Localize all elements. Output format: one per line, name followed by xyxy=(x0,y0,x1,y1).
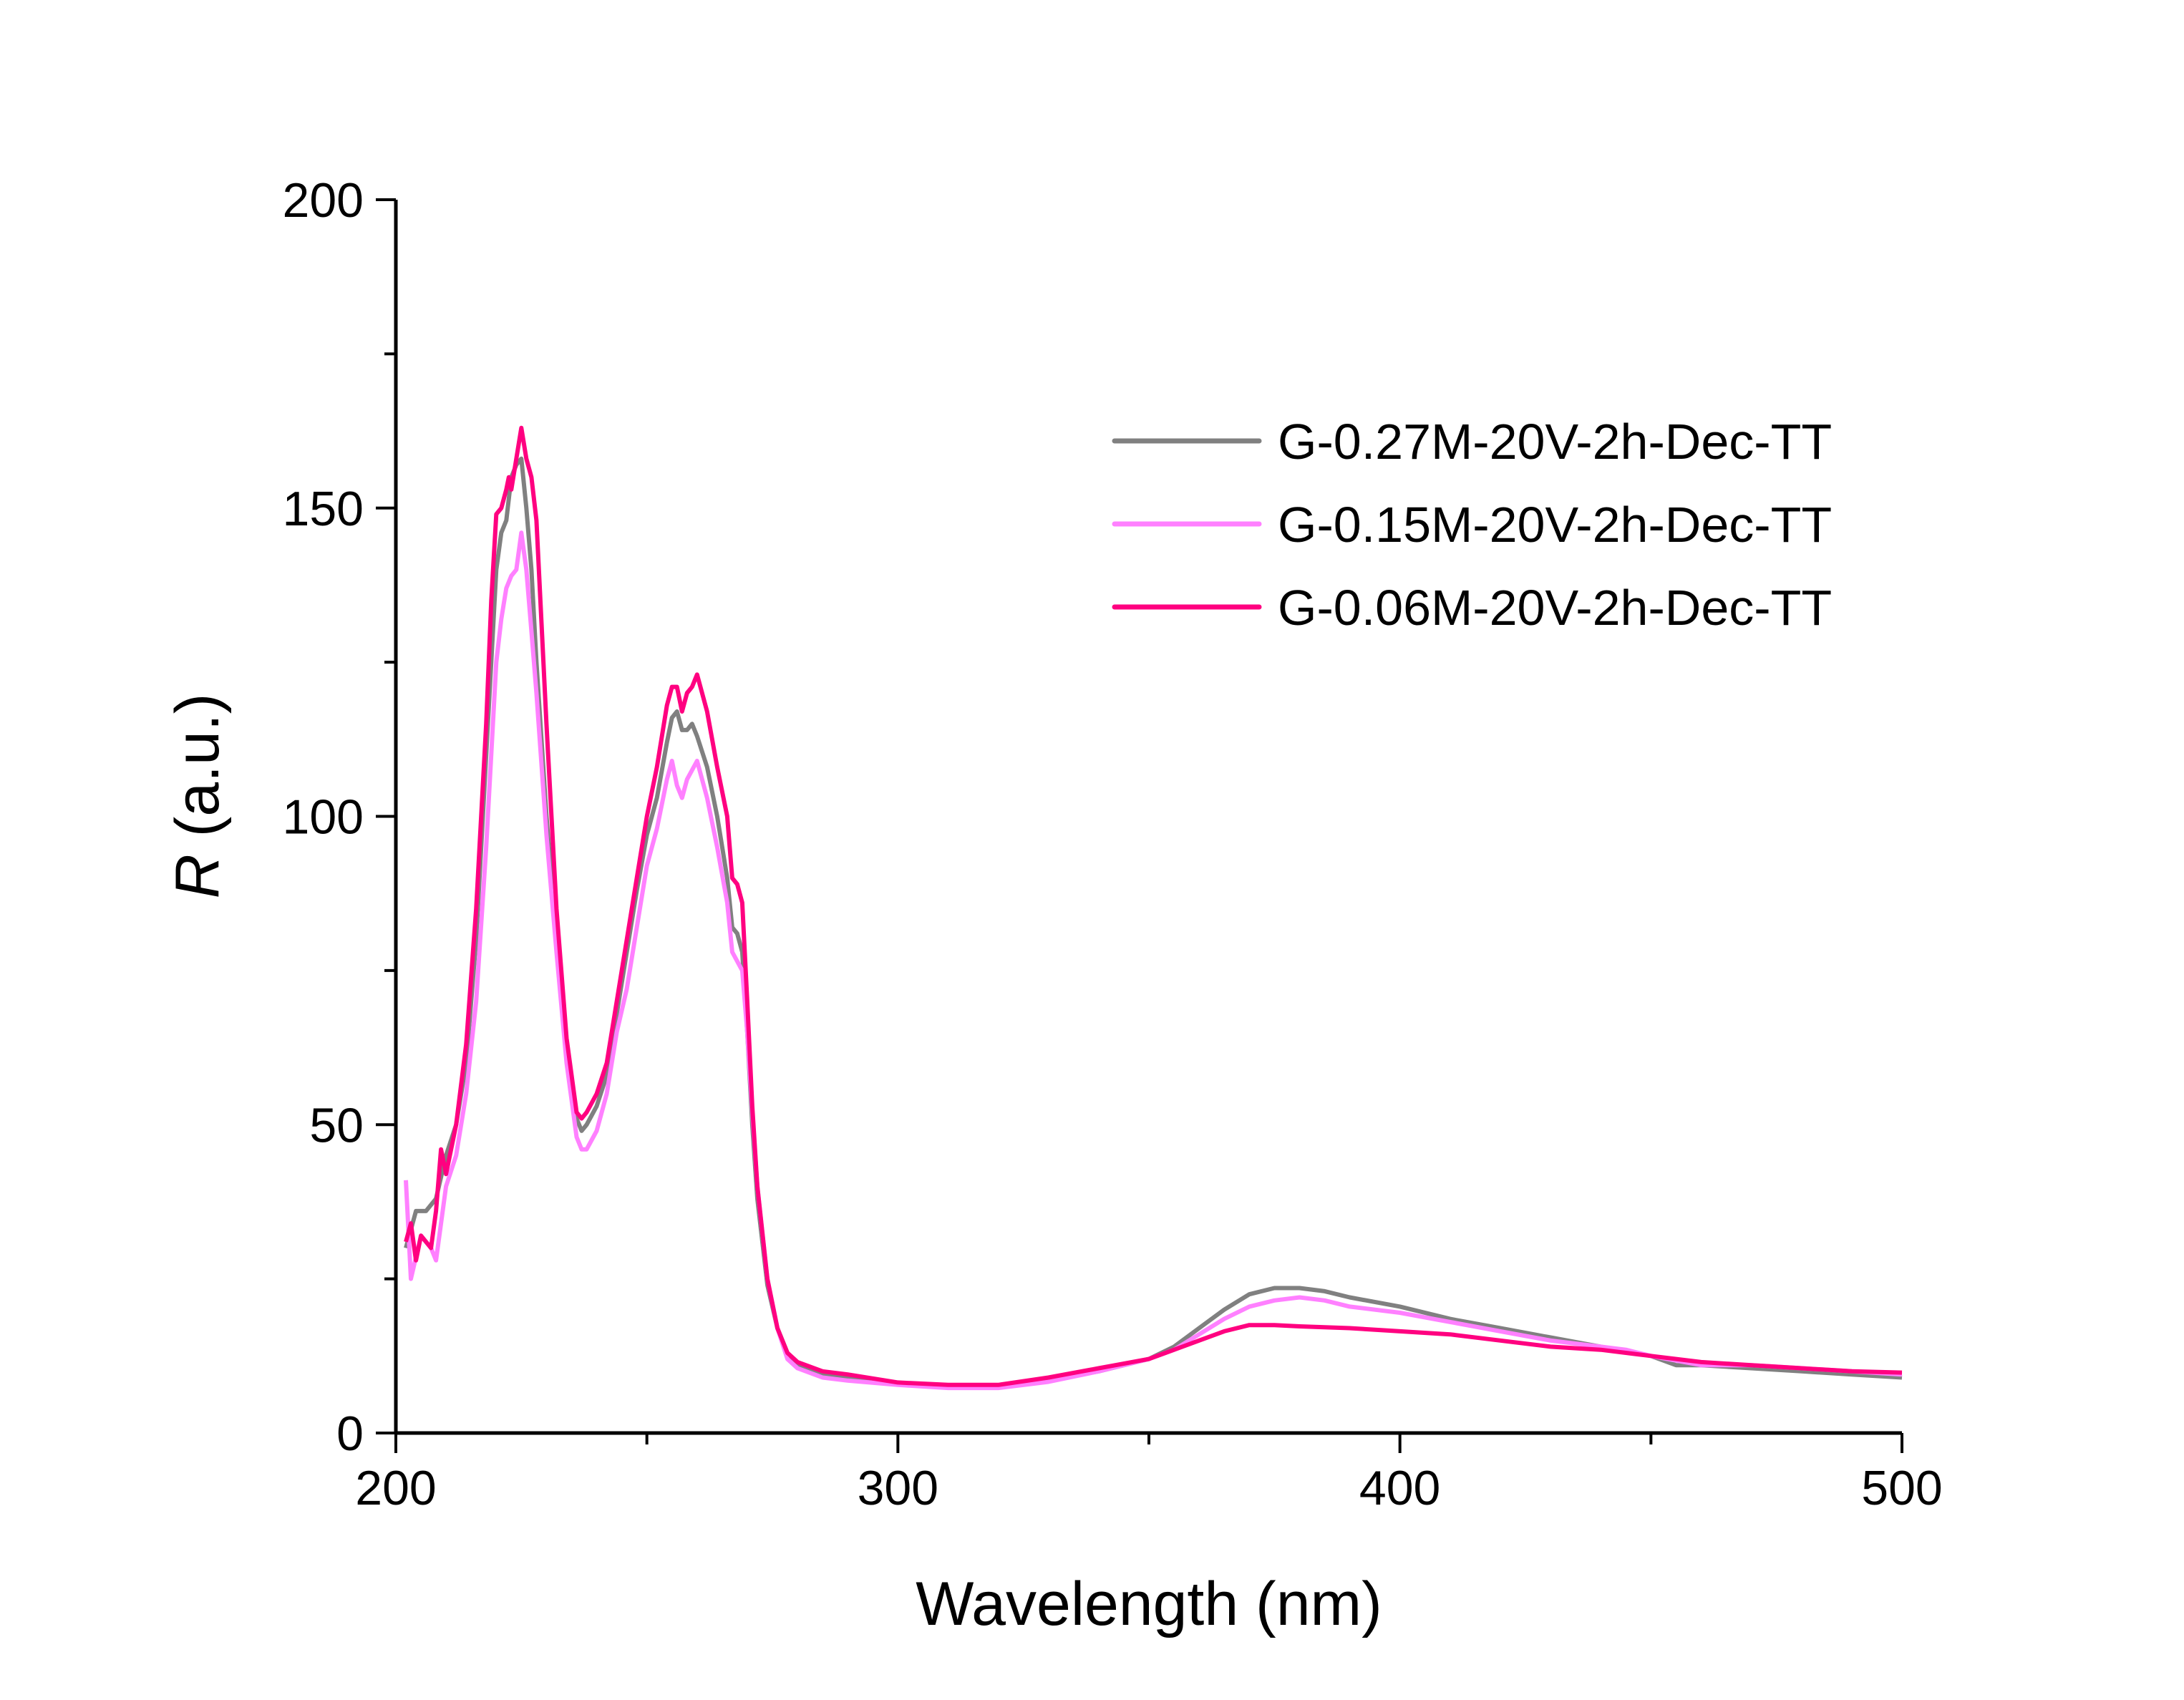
y-axis-unit: (a.u.) xyxy=(163,694,232,855)
y-tick-label: 150 xyxy=(283,482,364,536)
x-tick-label: 200 xyxy=(355,1461,436,1515)
tick-layer: 200 300 400 500 0 50 100 150 200 xyxy=(283,173,1943,1515)
y-axis-symbol: R xyxy=(163,854,232,898)
series-layer xyxy=(404,425,1903,1391)
series-line-1 xyxy=(404,530,1903,1391)
legend-label: G-0.15M-20V-2h-Dec-TT xyxy=(1278,497,1832,553)
x-tick-label: 400 xyxy=(1359,1461,1440,1515)
series-line-2 xyxy=(404,425,1903,1387)
y-axis-title: R (a.u.) xyxy=(163,694,232,899)
y-tick-label: 50 xyxy=(309,1098,364,1152)
y-tick-label: 200 xyxy=(283,173,364,228)
x-axis-title: Wavelength (nm) xyxy=(916,1570,1382,1638)
x-tick-label: 300 xyxy=(858,1461,938,1515)
legend-label: G-0.06M-20V-2h-Dec-TT xyxy=(1278,580,1832,636)
y-tick-label: 100 xyxy=(283,790,364,845)
y-tick-label: 0 xyxy=(336,1407,364,1461)
x-tick-label: 500 xyxy=(1861,1461,1942,1515)
legend: G-0.27M-20V-2h-Dec-TT G-0.15M-20V-2h-Dec-… xyxy=(1112,414,1832,636)
legend-label: G-0.27M-20V-2h-Dec-TT xyxy=(1278,414,1832,470)
